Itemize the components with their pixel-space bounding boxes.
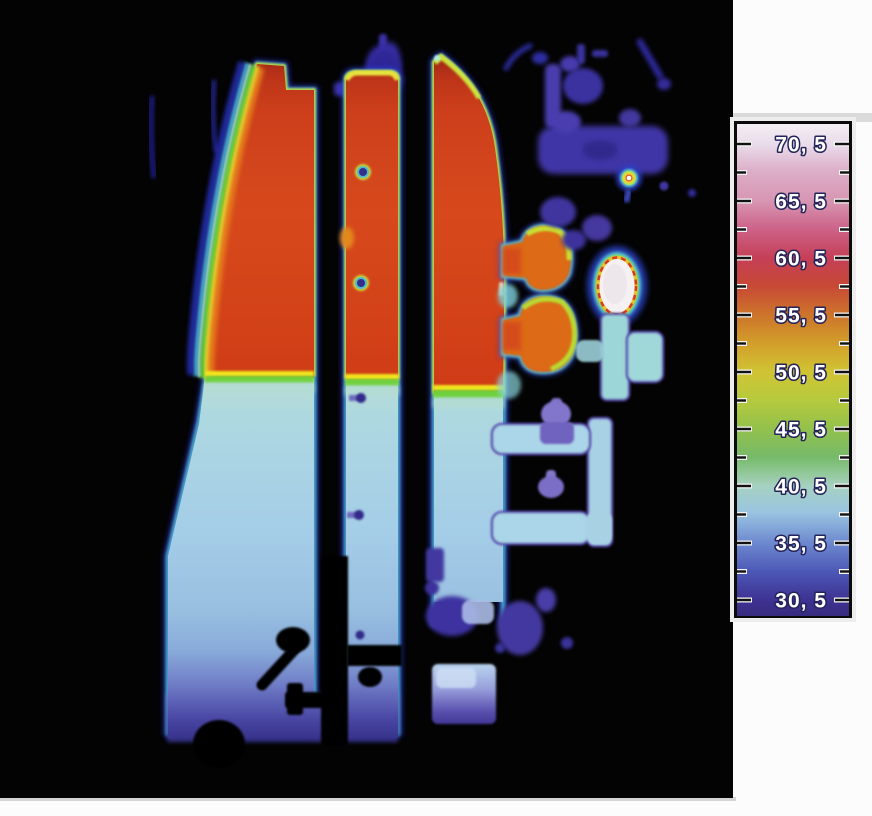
right-tank-panel (430, 50, 509, 627)
pipe-fittings-hot (497, 222, 579, 399)
thermocline-right (433, 385, 504, 408)
bottom-right-fittings (425, 548, 573, 724)
scale-ticks (737, 141, 849, 603)
scale-label: 45, 5 (775, 419, 827, 442)
thermocline-left (205, 371, 314, 393)
temperature-scale: 70, 5 65, 5 60, 5 55, 5 50, 5 45, 5 40, 5 35, 5… (730, 117, 856, 622)
hot-spot-large (587, 246, 647, 326)
right-panel-cool-region (434, 392, 503, 602)
scale-label: 55, 5 (775, 305, 827, 328)
scale-label: 30, 5 (775, 590, 827, 613)
scale-gradient-bar (737, 124, 849, 616)
bottom-divider (0, 797, 736, 801)
scale-label: 40, 5 (775, 476, 827, 499)
left-panel-hot-region (205, 64, 314, 378)
fitting-lower (503, 296, 576, 373)
scale-label: 65, 5 (775, 191, 827, 214)
scale-label: 35, 5 (775, 533, 827, 556)
right-panel-top-cap (433, 53, 482, 100)
valve-top-1 (540, 398, 574, 444)
right-panel-hot-region (434, 56, 505, 394)
valve-silhouette (193, 556, 402, 768)
valve-top-2 (538, 470, 564, 498)
thermocline-middle (345, 374, 399, 395)
background-streaks (148, 42, 548, 179)
bolt-dots (340, 164, 371, 640)
scale-label: 70, 5 (775, 134, 827, 157)
hot-spot-small (616, 165, 642, 203)
middle-panel-top-cap (344, 70, 400, 81)
scale-label: 60, 5 (775, 248, 827, 271)
right-panel-cyan-tip (434, 55, 440, 61)
left-panel-cool-region (168, 376, 314, 738)
upper-pipe-network (538, 38, 696, 250)
middle-panel-hot-region (346, 74, 398, 380)
left-panel-edge-stripe (187, 61, 265, 379)
scale-label: 50, 5 (775, 362, 827, 385)
lower-pipe-network (425, 312, 665, 724)
middle-tank-panel (340, 68, 402, 738)
left-tank-panel (164, 59, 318, 738)
thermal-image (148, 34, 696, 768)
scale-labels: 70, 5 65, 5 60, 5 55, 5 50, 5 45, 5 40, 5 35, 5… (774, 132, 828, 614)
